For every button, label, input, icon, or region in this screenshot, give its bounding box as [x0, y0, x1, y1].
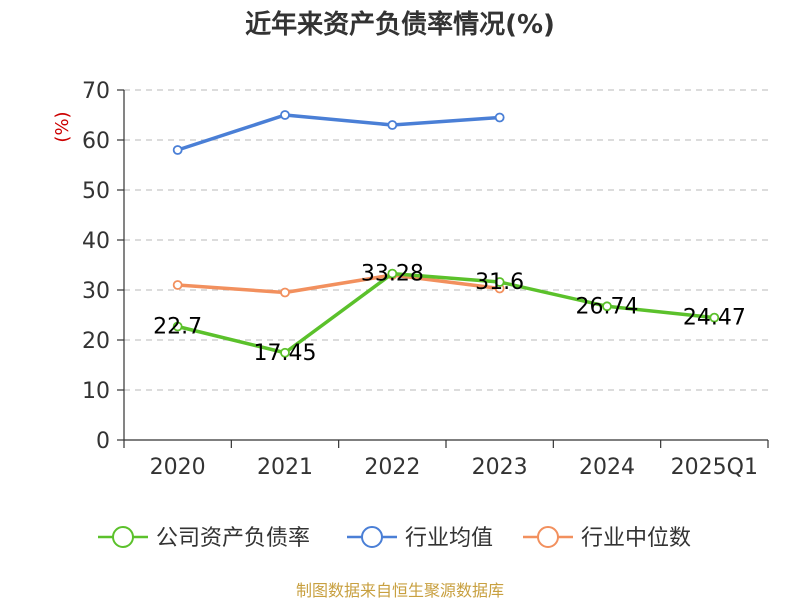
- legend-label: 行业均值: [405, 526, 493, 551]
- data-point: [494, 277, 505, 287]
- series-lines: [172, 110, 720, 358]
- grid-lines: [124, 89, 768, 391]
- y-tick-label: 40: [82, 229, 110, 254]
- series-0: [172, 268, 720, 358]
- legend-label: 行业中位数: [581, 526, 691, 551]
- legend-item: 行业中位数: [523, 526, 691, 551]
- axes: 0 10 20 30 40 50 60 70 2020 2021 2022 2023 2024 2025Q…: [82, 79, 769, 480]
- x-tick-label: 2023: [472, 455, 528, 480]
- series-1: [172, 110, 505, 155]
- legend-marker-icon: [537, 526, 559, 548]
- y-axis-unit-label: (%): [52, 111, 73, 142]
- series-line: [177, 113, 500, 152]
- data-point: [280, 110, 290, 120]
- data-point: [602, 301, 612, 312]
- series-line: [177, 273, 500, 295]
- x-tick-label: 2021: [257, 455, 313, 480]
- y-tick-label: 70: [82, 79, 110, 104]
- data-point: [709, 312, 720, 323]
- y-tick-label: 20: [82, 329, 110, 354]
- data-point: [280, 347, 290, 358]
- y-tick-label: 0: [96, 429, 110, 454]
- data-labels: 22.7 17.45 33.28 31.6 26.74 24.47: [153, 262, 746, 366]
- x-tick-label: 2022: [364, 455, 420, 480]
- series-line: [177, 271, 715, 355]
- y-tick-label: 30: [82, 279, 110, 304]
- data-point: [387, 268, 398, 279]
- data-point: [494, 112, 505, 123]
- legend-marker-icon: [361, 526, 383, 548]
- y-tick-label: 60: [82, 129, 110, 154]
- y-tick-label: 50: [82, 179, 110, 204]
- data-label: 33.28: [361, 262, 424, 287]
- legend-marker-icon: [112, 526, 134, 548]
- data-point: [387, 120, 398, 130]
- data-point: [280, 287, 290, 298]
- data-point: [172, 280, 183, 290]
- legend-item: 行业均值: [347, 526, 493, 551]
- data-label: 22.7: [153, 315, 202, 340]
- legend-item: 公司资产负债率: [98, 526, 310, 551]
- x-tick-label: 2024: [579, 455, 635, 480]
- data-point: [172, 145, 183, 155]
- series-2: [172, 270, 505, 298]
- chart-title: 近年来资产负债率情况(%): [245, 9, 555, 40]
- x-tick-label: 2020: [150, 455, 206, 480]
- data-label: 31.6: [475, 270, 524, 295]
- data-label: 17.45: [254, 341, 317, 366]
- y-tick-label: 10: [82, 379, 110, 404]
- source-note: 制图数据来自恒生聚源数据库: [296, 581, 504, 600]
- legend-label: 公司资产负债率: [156, 526, 310, 551]
- data-label: 24.47: [683, 306, 746, 331]
- legend: 公司资产负债率 行业均值 行业中位数: [98, 526, 691, 551]
- data-point: [172, 321, 183, 332]
- x-tick-label: 2025Q1: [671, 455, 758, 480]
- data-label: 26.74: [576, 294, 639, 319]
